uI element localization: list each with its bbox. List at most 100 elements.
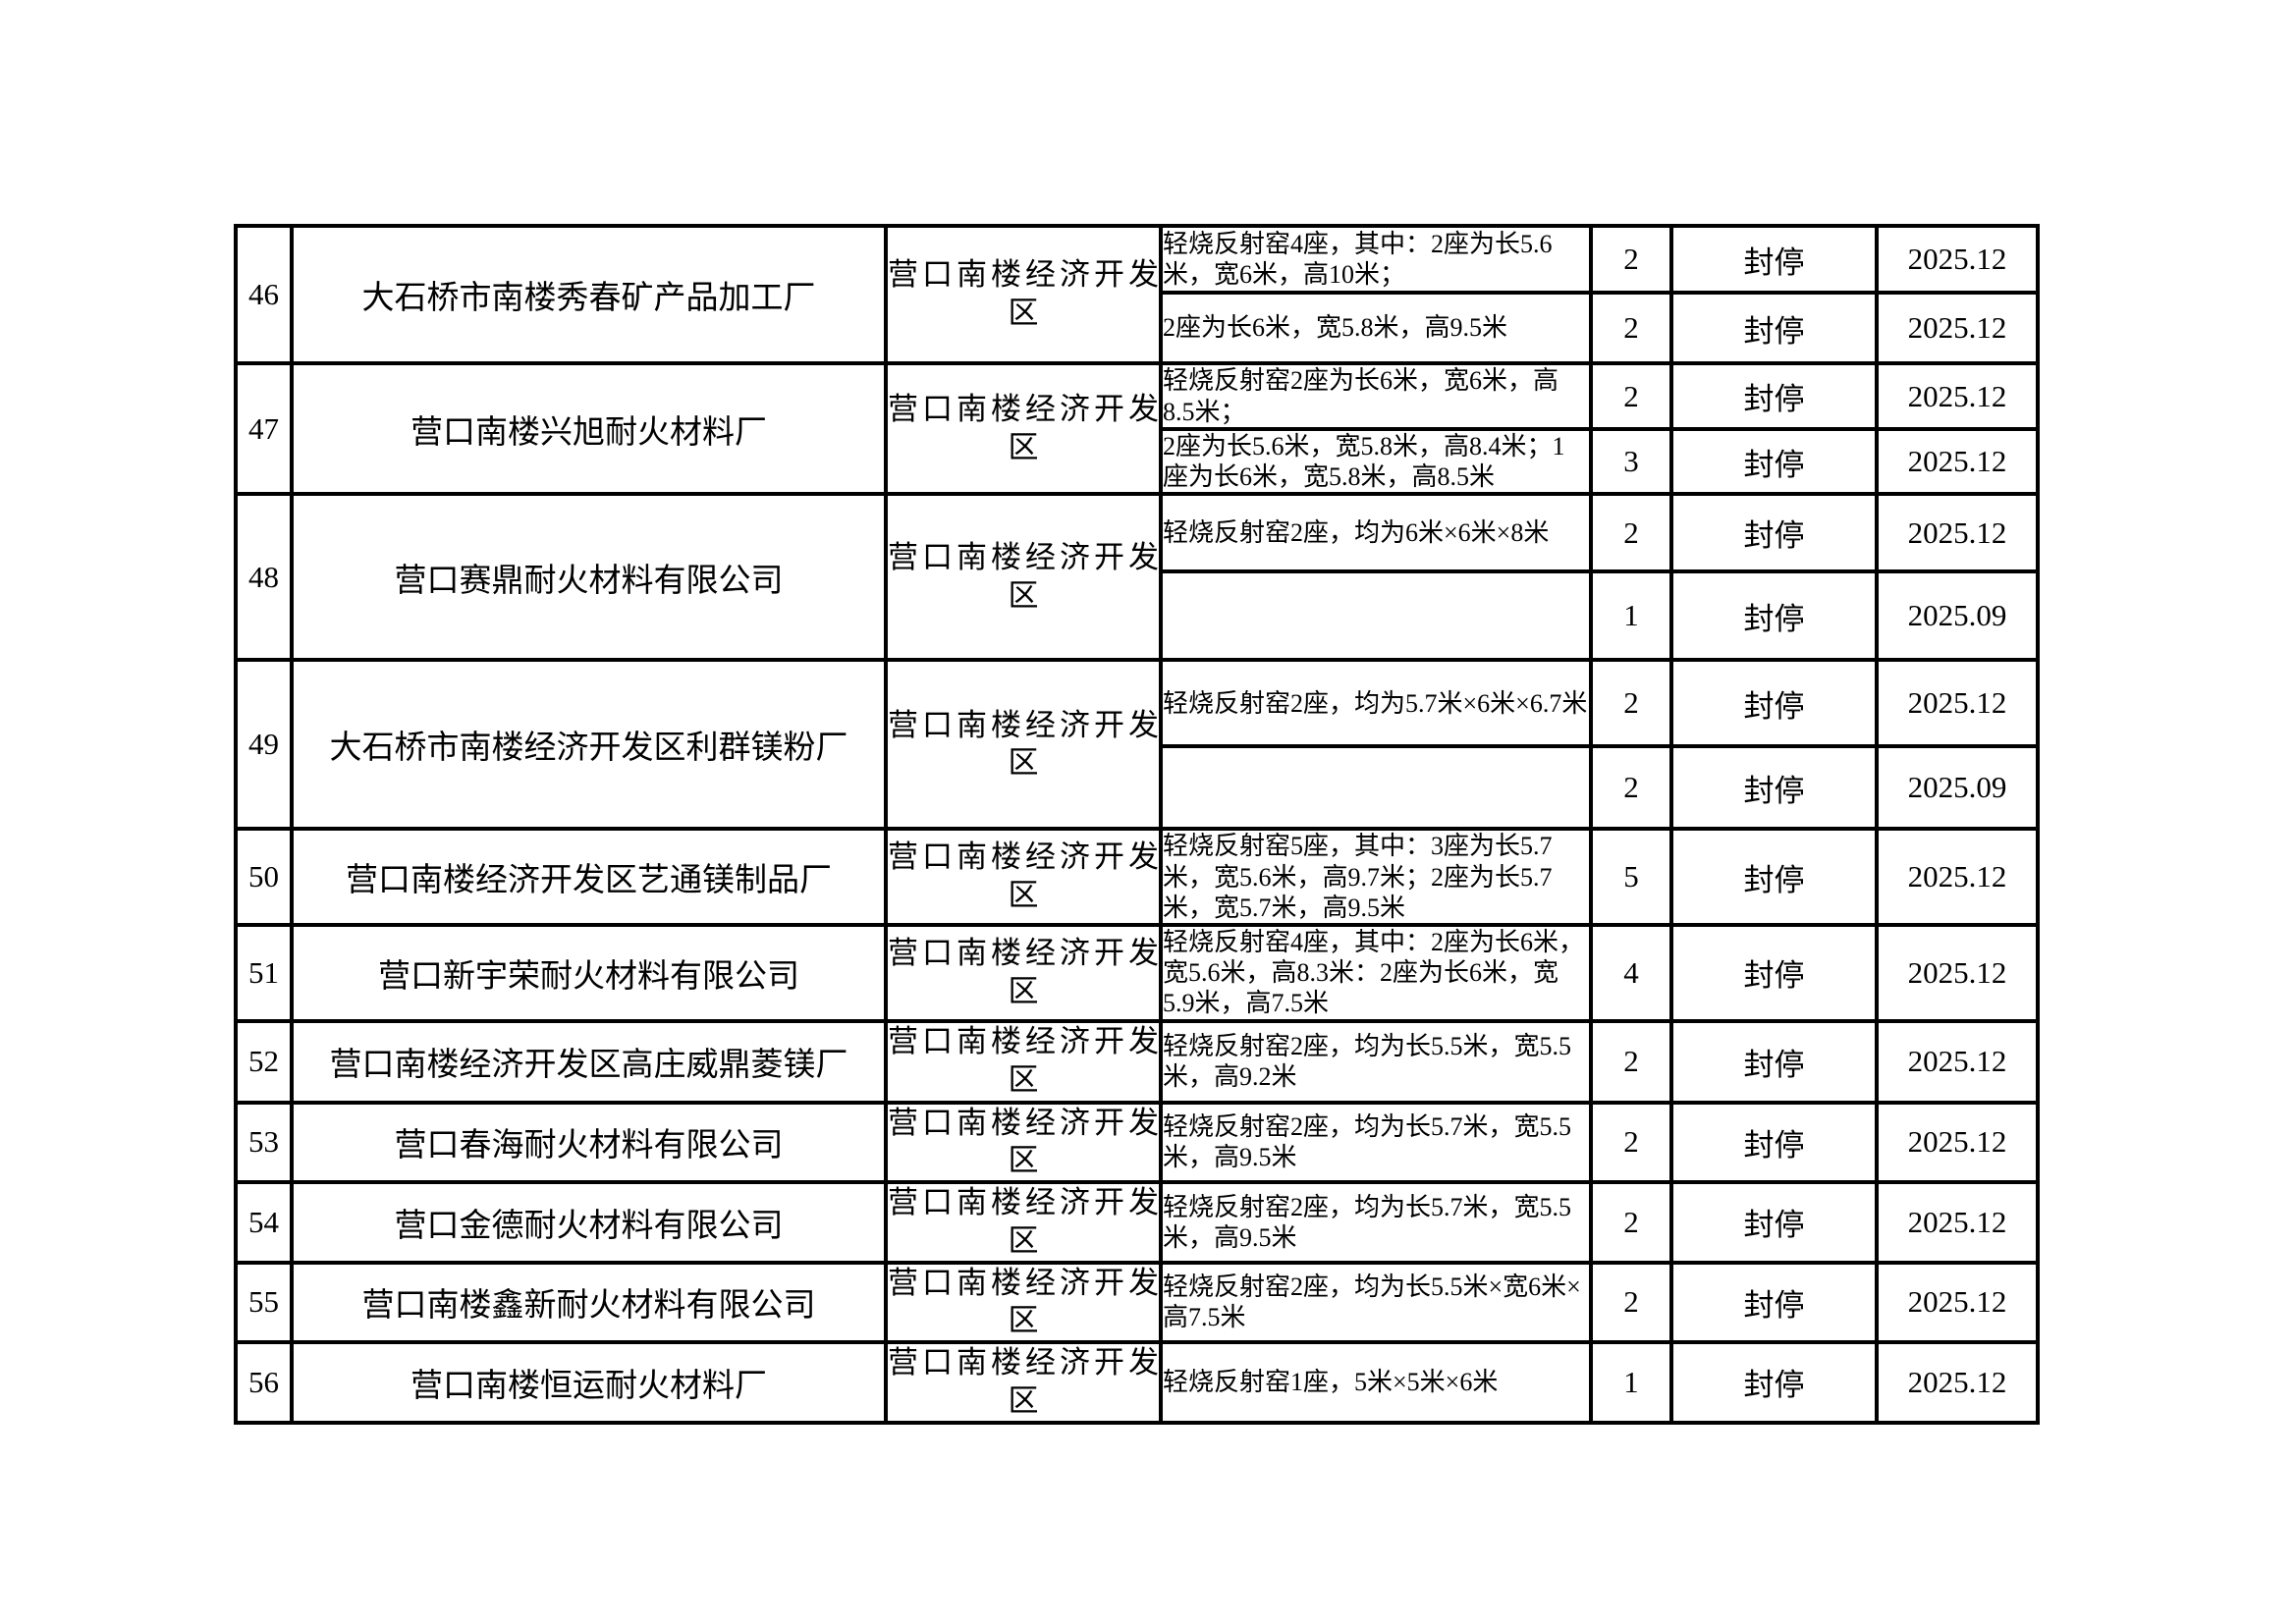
kiln-count-cell: 2 [1589, 1180, 1673, 1265]
shutdown-date-cell: 2025.09 [1875, 569, 2040, 663]
kiln-spec-cell: 轻烧反射窑4座，其中：2座为长6米，宽5.6米，高8.3米：2座为长6米，宽5.… [1159, 922, 1593, 1023]
table-row: 49 大石桥市南楼经济开发区利群镁粉厂 营口南楼经济开发区 轻烧反射窑2座，均为… [234, 658, 2040, 832]
kiln-spec-cell: 轻烧反射窑2座，均为长5.5米×宽6米×高7.5米 [1159, 1260, 1593, 1344]
shutdown-date-cell: 2025.09 [1875, 744, 2040, 832]
shutdown-date-cell: 2025.12 [1875, 426, 2040, 497]
kiln-count-cell: 2 [1589, 291, 1673, 365]
status-cell: 封停 [1669, 827, 1879, 927]
kiln-count-cell: 2 [1589, 744, 1673, 832]
district-cell: 营口南楼经济开发区 [884, 922, 1163, 1023]
status-cell: 封停 [1669, 1180, 1879, 1265]
kiln-count-cell: 2 [1589, 224, 1673, 295]
kiln-count-cell: 5 [1589, 827, 1673, 927]
row-number-cell: 48 [234, 492, 294, 663]
company-name-cell: 大石桥市南楼秀春矿产品加工厂 [290, 224, 888, 365]
shutdown-date-cell: 2025.12 [1875, 1340, 2040, 1425]
kiln-spec-cell: 轻烧反射窑2座，均为长5.7米，宽5.5米，高9.5米 [1159, 1100, 1593, 1184]
kiln-spec-cell: 轻烧反射窑2座，均为长5.5米，宽5.5米，高9.2米 [1159, 1018, 1593, 1105]
table-row: 55 营口南楼鑫新耐火材料有限公司 营口南楼经济开发区 轻烧反射窑2座，均为长5… [234, 1260, 2040, 1344]
company-name-cell: 营口南楼兴旭耐火材料厂 [290, 360, 888, 497]
kiln-count-cell: 2 [1589, 492, 1673, 574]
shutdown-date-cell: 2025.12 [1875, 224, 2040, 295]
shutdown-date-cell: 2025.12 [1875, 827, 2040, 927]
company-name-cell: 营口新宇荣耐火材料有限公司 [290, 922, 888, 1023]
kiln-count-cell: 2 [1589, 1100, 1673, 1184]
district-cell: 营口南楼经济开发区 [884, 1100, 1163, 1184]
row-number-cell: 55 [234, 1260, 294, 1344]
kiln-spec-cell: 轻烧反射窑2座，均为长5.7米，宽5.5米，高9.5米 [1159, 1180, 1593, 1265]
status-cell: 封停 [1669, 658, 1879, 749]
shutdown-date-cell: 2025.12 [1875, 1260, 2040, 1344]
status-cell: 封停 [1669, 1260, 1879, 1344]
shutdown-date-cell: 2025.12 [1875, 361, 2040, 431]
district-cell: 营口南楼经济开发区 [884, 360, 1163, 497]
kiln-spec-cell: 轻烧反射窑4座，其中：2座为长5.6米，宽6米，高10米； [1159, 224, 1593, 295]
status-cell: 封停 [1669, 1340, 1879, 1425]
kiln-spec-cell [1159, 569, 1593, 663]
table-row: 2 封停 2025.09 [236, 744, 2040, 832]
row-number-cell: 53 [234, 1100, 294, 1184]
district-cell: 营口南楼经济开发区 [884, 1018, 1163, 1105]
table-row: 47 营口南楼兴旭耐火材料厂 营口南楼经济开发区 轻烧反射窑2座为长6米，宽6米… [234, 360, 2040, 497]
status-cell: 封停 [1669, 291, 1879, 365]
district-cell: 营口南楼经济开发区 [884, 1340, 1163, 1425]
table-row: 2座为长6米，宽5.8米，高9.5米 2 封停 2025.12 [236, 291, 2040, 365]
status-cell: 封停 [1669, 569, 1879, 663]
row-number-cell: 47 [234, 360, 294, 497]
table-row: 51 营口新宇荣耐火材料有限公司 营口南楼经济开发区 轻烧反射窑4座，其中：2座… [234, 922, 2040, 1023]
kiln-spec-cell: 轻烧反射窑2座，均为5.7米×6米×6.7米 [1159, 658, 1593, 749]
kiln-count-cell: 3 [1589, 426, 1673, 497]
status-cell: 封停 [1669, 1100, 1879, 1184]
shutdown-date-cell: 2025.12 [1875, 1180, 2040, 1265]
district-cell: 营口南楼经济开发区 [884, 827, 1163, 927]
kiln-shutdown-table: 46 大石桥市南楼秀春矿产品加工厂 营口南楼经济开发区 轻烧反射窑4座，其中：2… [234, 224, 2040, 1425]
table-row: 53 营口春海耐火材料有限公司 营口南楼经济开发区 轻烧反射窑2座，均为长5.7… [234, 1100, 2040, 1184]
kiln-spec-cell: 轻烧反射窑5座，其中：3座为长5.7米，宽5.6米，高9.7米；2座为长5.7米… [1159, 827, 1593, 927]
company-name-cell: 营口南楼经济开发区艺通镁制品厂 [290, 827, 888, 927]
row-number-cell: 54 [234, 1180, 294, 1265]
status-cell: 封停 [1669, 426, 1879, 497]
kiln-spec-cell: 轻烧反射窑1座，5米×5米×6米 [1159, 1340, 1593, 1425]
status-cell: 封停 [1669, 922, 1879, 1023]
shutdown-date-cell: 2025.12 [1875, 658, 2040, 749]
table-row: 50 营口南楼经济开发区艺通镁制品厂 营口南楼经济开发区 轻烧反射窑5座，其中：… [234, 827, 2040, 927]
kiln-count-cell: 2 [1589, 658, 1673, 749]
kiln-count-cell: 1 [1589, 1340, 1673, 1425]
status-cell: 封停 [1669, 492, 1879, 574]
row-number-cell: 51 [234, 922, 294, 1023]
shutdown-date-cell: 2025.12 [1875, 1018, 2040, 1105]
table-row: 2座为长5.6米，宽5.8米，高8.4米；1座为长6米，宽5.8米，高8.5米 … [236, 426, 2040, 497]
district-cell: 营口南楼经济开发区 [884, 658, 1163, 832]
table-row: 1 封停 2025.09 [236, 569, 2040, 663]
status-cell: 封停 [1669, 1018, 1879, 1105]
table-row: 54 营口金德耐火材料有限公司 营口南楼经济开发区 轻烧反射窑2座，均为长5.7… [234, 1180, 2040, 1265]
row-number-cell: 50 [234, 827, 294, 927]
company-name-cell: 营口春海耐火材料有限公司 [290, 1100, 888, 1184]
kiln-count-cell: 2 [1589, 361, 1673, 431]
company-name-cell: 营口南楼经济开发区高庄威鼎菱镁厂 [290, 1018, 888, 1105]
table-row: 48 营口赛鼎耐火材料有限公司 营口南楼经济开发区 轻烧反射窑2座，均为6米×6… [234, 492, 2040, 663]
row-number-cell: 49 [234, 658, 294, 832]
company-name-cell: 营口南楼鑫新耐火材料有限公司 [290, 1260, 888, 1344]
company-name-cell: 营口南楼恒运耐火材料厂 [290, 1340, 888, 1425]
kiln-count-cell: 2 [1589, 1018, 1673, 1105]
status-cell: 封停 [1669, 361, 1879, 431]
kiln-spec-cell [1159, 744, 1593, 832]
district-cell: 营口南楼经济开发区 [884, 492, 1163, 663]
kiln-count-cell: 2 [1589, 1260, 1673, 1344]
company-name-cell: 营口赛鼎耐火材料有限公司 [290, 492, 888, 663]
row-number-cell: 52 [234, 1018, 294, 1105]
district-cell: 营口南楼经济开发区 [884, 224, 1163, 365]
company-name-cell: 营口金德耐火材料有限公司 [290, 1180, 888, 1265]
shutdown-date-cell: 2025.12 [1875, 1100, 2040, 1184]
table-row: 52 营口南楼经济开发区高庄威鼎菱镁厂 营口南楼经济开发区 轻烧反射窑2座，均为… [234, 1018, 2040, 1105]
kiln-spec-cell: 轻烧反射窑2座，均为6米×6米×8米 [1159, 492, 1593, 574]
kiln-spec-cell: 轻烧反射窑2座为长6米，宽6米，高8.5米； [1159, 361, 1593, 431]
table-row: 56 营口南楼恒运耐火材料厂 营口南楼经济开发区 轻烧反射窑1座，5米×5米×6… [234, 1340, 2040, 1425]
shutdown-date-cell: 2025.12 [1875, 492, 2040, 574]
shutdown-date-cell: 2025.12 [1875, 291, 2040, 365]
status-cell: 封停 [1669, 224, 1879, 295]
kiln-count-cell: 1 [1589, 569, 1673, 663]
row-number-cell: 46 [234, 224, 294, 365]
